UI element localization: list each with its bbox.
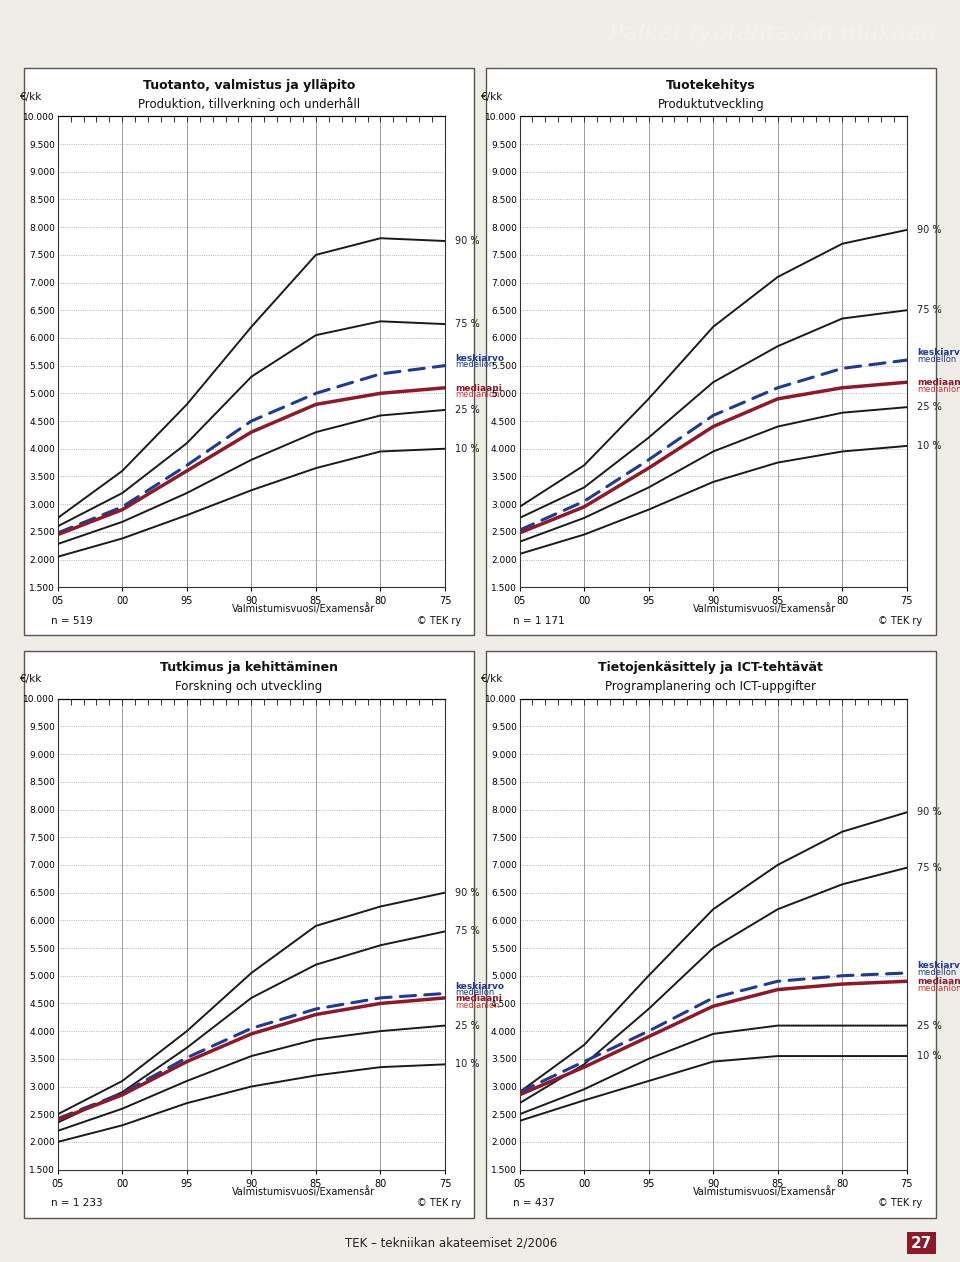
Text: €/kk: €/kk bbox=[481, 92, 504, 102]
Text: medellön: medellön bbox=[917, 968, 956, 977]
Text: keskiarvo: keskiarvo bbox=[455, 982, 504, 991]
Text: Tuotanto, valmistus ja ylläpito: Tuotanto, valmistus ja ylläpito bbox=[143, 78, 355, 92]
Text: 75 %: 75 % bbox=[917, 863, 942, 873]
Text: Valmistumisvuosi/Examensår: Valmistumisvuosi/Examensår bbox=[231, 1186, 374, 1196]
Text: Produktion, tillverkning och underhåll: Produktion, tillverkning och underhåll bbox=[138, 97, 360, 111]
Text: Valmistumisvuosi/Examensår: Valmistumisvuosi/Examensår bbox=[693, 1186, 836, 1196]
Text: mediaani: mediaani bbox=[455, 384, 502, 392]
Text: medianlön: medianlön bbox=[917, 984, 960, 993]
Text: mediaani: mediaani bbox=[455, 994, 502, 1003]
Text: 90 %: 90 % bbox=[455, 887, 480, 897]
Text: 90 %: 90 % bbox=[917, 225, 942, 235]
Text: mediaani: mediaani bbox=[917, 379, 960, 387]
Text: 25 %: 25 % bbox=[455, 405, 480, 415]
Text: keskiarvo: keskiarvo bbox=[917, 962, 960, 970]
Text: Valmistumisvuosi/Examensår: Valmistumisvuosi/Examensår bbox=[693, 603, 836, 615]
Text: 27: 27 bbox=[911, 1235, 932, 1251]
Text: medianlön: medianlön bbox=[455, 390, 500, 400]
Text: €/kk: €/kk bbox=[481, 674, 504, 684]
Text: keskiarvo: keskiarvo bbox=[917, 348, 960, 357]
Text: medellön: medellön bbox=[455, 361, 494, 370]
Text: 10 %: 10 % bbox=[455, 1059, 480, 1069]
Text: 10 %: 10 % bbox=[917, 1051, 942, 1061]
Text: 25 %: 25 % bbox=[917, 1021, 942, 1031]
Text: €/kk: €/kk bbox=[19, 92, 42, 102]
Text: Valmistumisvuosi/Examensår: Valmistumisvuosi/Examensår bbox=[231, 603, 374, 615]
Text: keskiarvo: keskiarvo bbox=[455, 353, 504, 363]
Text: n = 519: n = 519 bbox=[51, 616, 93, 626]
Text: Tuotekehitys: Tuotekehitys bbox=[666, 78, 756, 92]
Text: 25 %: 25 % bbox=[917, 403, 942, 413]
Text: TEK – tekniikan akateemiset 2/2006: TEK – tekniikan akateemiset 2/2006 bbox=[345, 1237, 558, 1249]
Text: 10 %: 10 % bbox=[455, 444, 480, 454]
Text: mediaani: mediaani bbox=[917, 978, 960, 987]
Text: 75 %: 75 % bbox=[455, 319, 480, 329]
Text: n = 437: n = 437 bbox=[513, 1199, 555, 1208]
Text: 75 %: 75 % bbox=[455, 926, 480, 936]
Text: n = 1 171: n = 1 171 bbox=[513, 616, 564, 626]
Text: Produktutveckling: Produktutveckling bbox=[658, 98, 764, 111]
Text: 75 %: 75 % bbox=[917, 305, 942, 316]
Text: Forskning och utveckling: Forskning och utveckling bbox=[176, 680, 323, 693]
Text: medellön: medellön bbox=[917, 355, 956, 363]
Text: © TEK ry: © TEK ry bbox=[417, 616, 461, 626]
Text: Tietojenkäsittely ja ICT-tehtävät: Tietojenkäsittely ja ICT-tehtävät bbox=[598, 661, 824, 674]
Text: © TEK ry: © TEK ry bbox=[878, 1199, 923, 1208]
Text: 90 %: 90 % bbox=[917, 808, 942, 818]
Text: Tutkimus ja kehittäminen: Tutkimus ja kehittäminen bbox=[160, 661, 338, 674]
Text: 90 %: 90 % bbox=[455, 236, 480, 246]
Text: medellön: medellön bbox=[455, 988, 494, 997]
Text: medianlön: medianlön bbox=[455, 1001, 500, 1010]
Text: 25 %: 25 % bbox=[455, 1021, 480, 1031]
Text: © TEK ry: © TEK ry bbox=[878, 616, 923, 626]
Text: 10 %: 10 % bbox=[917, 440, 942, 451]
Text: Programplanering och ICT-uppgifter: Programplanering och ICT-uppgifter bbox=[606, 680, 816, 693]
Text: n = 1 233: n = 1 233 bbox=[51, 1199, 103, 1208]
Text: Palkat työtehtävän mukaan: Palkat työtehtävän mukaan bbox=[609, 21, 936, 45]
Text: €/kk: €/kk bbox=[19, 674, 42, 684]
Text: medianlön: medianlön bbox=[917, 385, 960, 394]
Text: © TEK ry: © TEK ry bbox=[417, 1199, 461, 1208]
